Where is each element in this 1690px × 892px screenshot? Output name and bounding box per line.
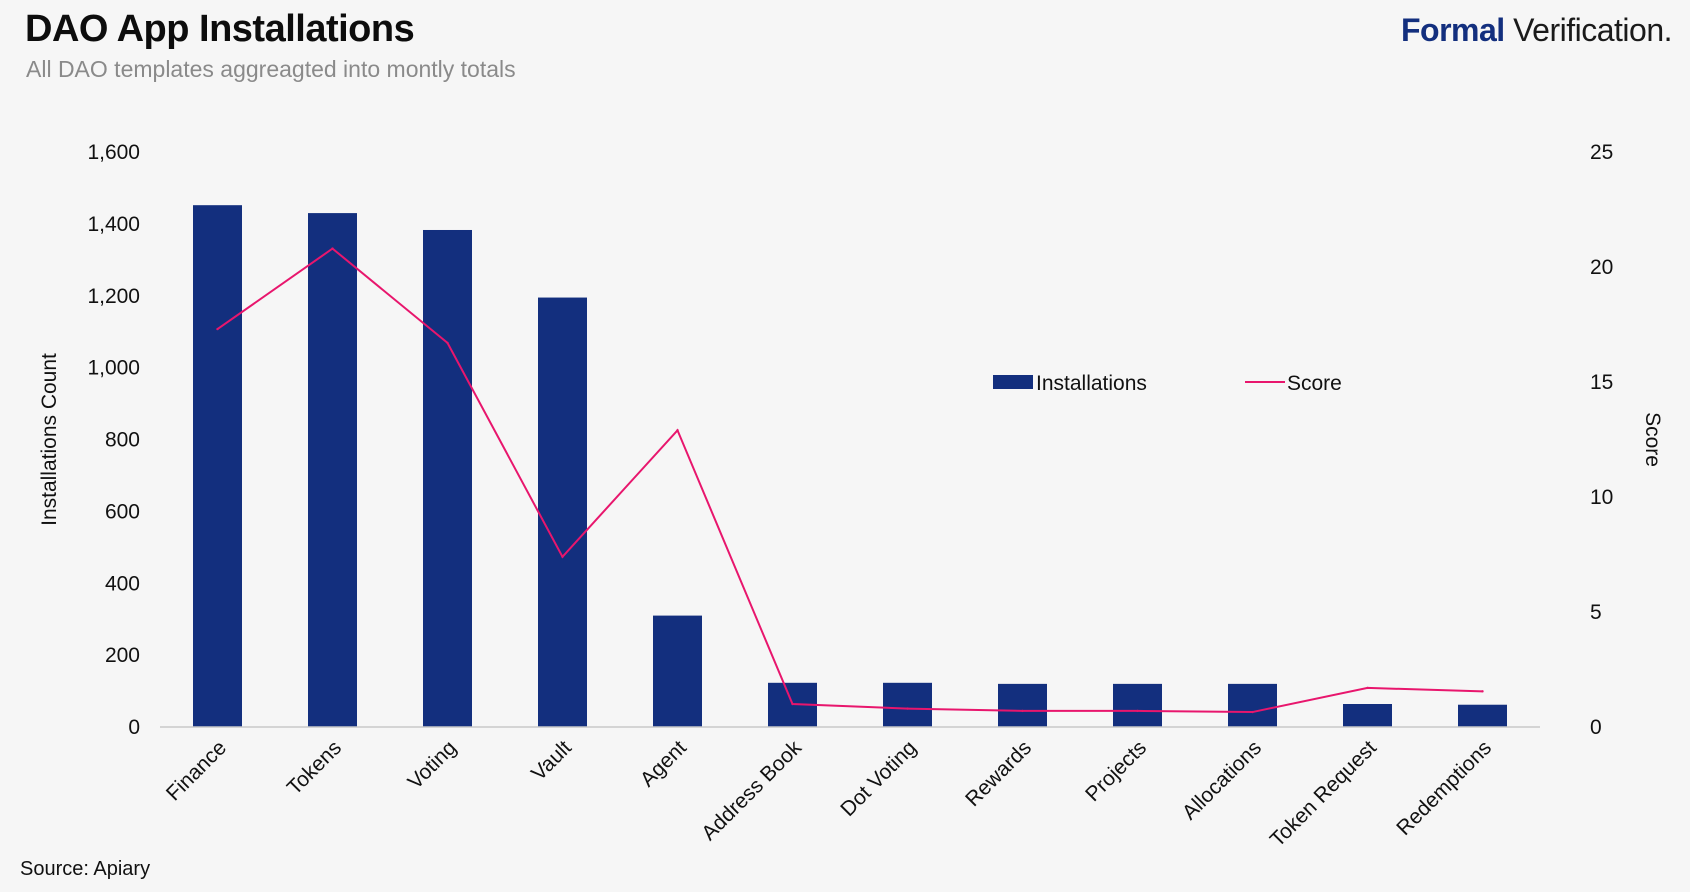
bar-rewards: [998, 683, 1047, 727]
score-point: [1366, 686, 1369, 690]
bar-token-request: [1343, 704, 1392, 727]
score-point: [791, 702, 794, 706]
brand-logo-bold: Formal: [1401, 12, 1505, 48]
bar-finance: [193, 205, 242, 727]
score-point: [446, 341, 449, 345]
x-tick-label: Projects: [1081, 736, 1151, 806]
brand-logo-rest: Verification.: [1504, 12, 1672, 48]
y2-tick-label: 0: [1590, 716, 1602, 739]
legend-label-score: Score: [1287, 372, 1342, 395]
bar-dot-voting: [883, 682, 932, 727]
x-tick-label: Allocations: [1178, 736, 1266, 824]
x-tick-label: Agent: [636, 736, 691, 791]
y-tick-label: 800: [105, 429, 140, 452]
chart-title: DAO App Installations: [25, 8, 415, 50]
y2-axis-title: Score: [1641, 412, 1664, 467]
x-tick-label: Redemptions: [1392, 736, 1496, 840]
bar-vault: [538, 297, 587, 727]
score-point: [561, 555, 564, 558]
score-point: [676, 429, 679, 432]
legend-label-installations: Installations: [1036, 372, 1147, 395]
score-point: [331, 247, 334, 250]
y-axis-title: Installations Count: [38, 353, 61, 526]
score-point: [1481, 690, 1484, 693]
legend-swatch-installations: [993, 375, 1033, 389]
y2-tick-label: 15: [1590, 371, 1613, 394]
y-tick-label: 0: [128, 716, 140, 739]
brand-logo: Formal Verification.: [1401, 12, 1673, 49]
y-tick-label: 600: [105, 500, 140, 523]
score-point: [1251, 710, 1254, 714]
bar-redemptions: [1458, 704, 1507, 727]
y-tick-label: 1,200: [87, 285, 140, 308]
y-tick-label: 400: [105, 572, 140, 595]
x-tick-label: Vault: [527, 736, 576, 785]
source-note: Source: Apiary: [20, 858, 151, 880]
bar-tokens: [308, 213, 357, 727]
y-tick-label: 1,000: [87, 357, 140, 380]
x-tick-label: Rewards: [961, 736, 1036, 811]
y2-tick-label: 10: [1590, 486, 1613, 509]
x-tick-label: Dot Voting: [836, 736, 921, 821]
score-point: [1021, 709, 1024, 713]
chart-subtitle: All DAO templates aggreagted into montly…: [26, 56, 516, 82]
x-tick-label: Voting: [403, 736, 461, 794]
bar-projects: [1113, 683, 1162, 727]
bar-allocations: [1228, 683, 1277, 727]
score-line: [216, 247, 1483, 714]
x-tick-label: Address Book: [697, 736, 806, 845]
score-point: [1136, 709, 1139, 713]
y-tick-label: 1,600: [87, 141, 140, 164]
x-tick-label: Tokens: [283, 736, 346, 799]
x-tick-label: Token Request: [1266, 736, 1381, 851]
x-tick-label: Finance: [162, 736, 231, 805]
bar-agent: [653, 615, 702, 727]
y2-tick-label: 25: [1590, 141, 1613, 164]
y2-tick-label: 20: [1590, 256, 1613, 279]
bar-voting: [423, 229, 472, 727]
y-tick-label: 200: [105, 644, 140, 667]
score-point: [216, 327, 219, 331]
score-point: [906, 707, 909, 710]
y-tick-label: 1,400: [87, 213, 140, 236]
y2-tick-label: 5: [1590, 601, 1602, 624]
